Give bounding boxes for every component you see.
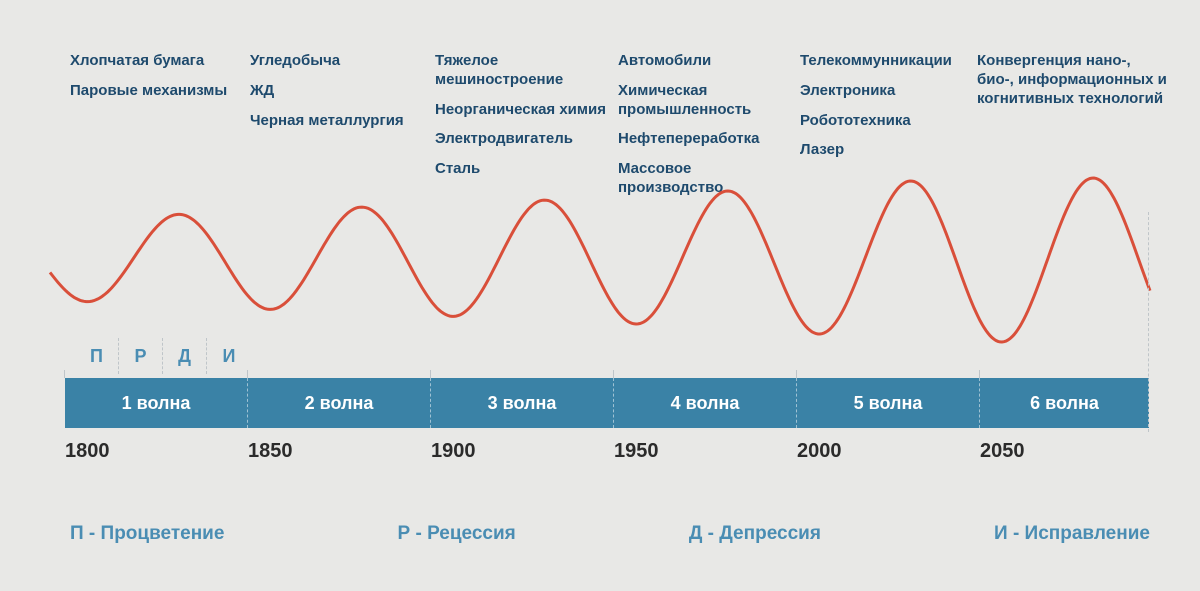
- phase-letter: Д: [163, 338, 207, 374]
- legend-item: Р - Рецессия: [398, 523, 516, 545]
- tech-item: Паровые механизмы: [70, 82, 240, 101]
- wave-segment-5: 5 волна: [797, 378, 980, 428]
- year-label: 1900: [431, 440, 614, 463]
- legend-item: И - Исправление: [994, 523, 1150, 545]
- tech-item: ЖД: [250, 82, 430, 101]
- tech-item: Черная металлургия: [250, 112, 430, 131]
- wave-segment-3: 3 волна: [431, 378, 614, 428]
- wave-segment-label: 4 волна: [671, 393, 740, 414]
- tech-column-4: Телекоммунникации Электроника Робототехник…: [800, 52, 980, 160]
- right-dashed-line: [1148, 212, 1149, 432]
- tech-item: Нефтепереработка: [618, 130, 798, 149]
- infographic-container: Хлопчатая бумага Паровые механизмы Угледоб…: [0, 0, 1200, 591]
- legend-item: П - Процветение: [70, 523, 224, 545]
- tech-item: Лазер: [800, 141, 980, 160]
- wave-tick: [979, 370, 980, 378]
- wave-bar: 1 волна 2 волна 3 волна 4 волна 5 волна 6 вол…: [65, 378, 1149, 428]
- tech-item: Массовое производство: [618, 160, 798, 198]
- tech-item: Конвергенция нано-, био-, информационных…: [977, 52, 1167, 108]
- wave-tick: [64, 370, 65, 378]
- tech-item: Химическая промышленность: [618, 82, 798, 120]
- tech-column-3: Автомобили Химическая промышленность Нефте…: [618, 52, 798, 198]
- tech-item: Хлопчатая бумага: [70, 52, 240, 71]
- tech-column-5: Конвергенция нано-, био-, информационных…: [977, 52, 1167, 108]
- wave-tick: [247, 370, 248, 378]
- wave-segment-6: 6 волна: [980, 378, 1149, 428]
- year-label: 1800: [65, 440, 248, 463]
- tech-item: Телекоммунникации: [800, 52, 980, 71]
- tech-item: Тяжелое мешиностроение: [435, 52, 610, 90]
- wave-segment-label: 3 волна: [488, 393, 557, 414]
- phase-letter: Р: [119, 338, 163, 374]
- wave-segment-label: 6 волна: [1030, 393, 1099, 414]
- tech-item: Угледобыча: [250, 52, 430, 71]
- year-label: 2000: [797, 440, 980, 463]
- tech-item: Робототехника: [800, 112, 980, 131]
- tech-column-2: Тяжелое мешиностроение Неорганическая хим…: [435, 52, 610, 179]
- wave-segment-4: 4 волна: [614, 378, 797, 428]
- tech-item: Автомобили: [618, 52, 798, 71]
- wave-tick: [613, 370, 614, 378]
- tech-item: Электродвигатель: [435, 130, 610, 149]
- year-row: 180018501900195020002050: [65, 440, 1163, 463]
- year-label: 1950: [614, 440, 797, 463]
- wave-segment-label: 2 волна: [305, 393, 374, 414]
- tech-column-1: Угледобыча ЖД Черная металлургия: [250, 52, 430, 130]
- year-label: 1850: [248, 440, 431, 463]
- phase-letter: П: [75, 338, 119, 374]
- tech-column-0: Хлопчатая бумага Паровые механизмы: [70, 52, 240, 101]
- legend-row: П - Процветение Р - Рецессия Д - Депрессия…: [70, 523, 1150, 545]
- wave-tick: [796, 370, 797, 378]
- wave-segment-1: 1 волна: [65, 378, 248, 428]
- wave-tick: [430, 370, 431, 378]
- wave-segment-2: 2 волна: [248, 378, 431, 428]
- legend-item: Д - Депрессия: [689, 523, 821, 545]
- wave-segment-label: 5 волна: [854, 393, 923, 414]
- tech-item: Электроника: [800, 82, 980, 101]
- tech-item: Неорганическая химия: [435, 101, 610, 120]
- tech-item: Сталь: [435, 160, 610, 179]
- year-label: 2050: [980, 440, 1163, 463]
- phase-letter: И: [207, 338, 251, 374]
- wave-segment-label: 1 волна: [122, 393, 191, 414]
- phase-letters-row: ПРДИ: [75, 338, 251, 374]
